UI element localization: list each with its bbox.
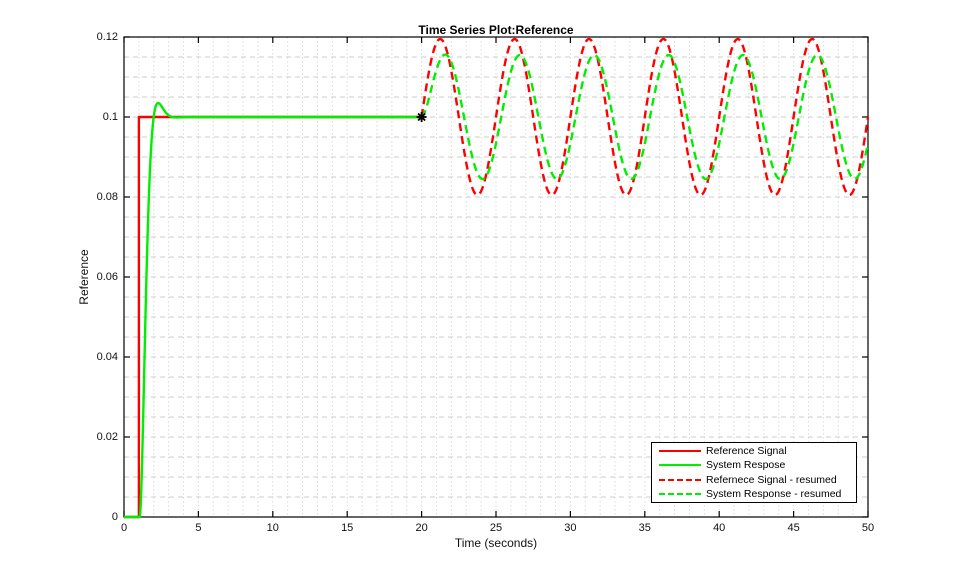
y-tick-label: 0.08 xyxy=(96,191,118,203)
legend-item: System Respose xyxy=(652,458,856,472)
y-tick-label: 0.06 xyxy=(96,271,118,283)
x-tick-label: 50 xyxy=(861,522,875,534)
x-tick-label: 35 xyxy=(638,522,651,534)
x-tick-label: 20 xyxy=(415,522,428,534)
x-tick-label: 25 xyxy=(489,522,503,534)
x-tick-label: 0 xyxy=(120,522,128,534)
legend-line-sample-solid-red xyxy=(659,450,701,453)
y-tick-label: 0 xyxy=(111,511,118,523)
series-curve-1 xyxy=(124,101,423,519)
x-tick-label: 5 xyxy=(195,522,202,534)
x-tick-label: 30 xyxy=(564,522,577,534)
legend-line-sample-dashed-green xyxy=(659,492,701,495)
legend-line-sample-solid-green xyxy=(659,464,701,467)
legend-item-label: Refernece Signal - resumed xyxy=(706,473,837,486)
x-axis-label: Time (seconds) xyxy=(454,536,538,550)
series-curve-2 xyxy=(420,37,870,197)
legend[interactable]: Reference Signal System Respose Refernec… xyxy=(651,442,857,503)
legend-item: Reference Signal xyxy=(652,444,856,458)
y-tick-label: 0.1 xyxy=(102,111,118,123)
y-tick-label: 0.02 xyxy=(96,431,118,443)
x-tick-label: 10 xyxy=(266,522,279,534)
legend-item-label: System Response - resumed xyxy=(706,487,842,500)
chart-title: Time Series Plot:Reference xyxy=(418,23,574,37)
series-curve-3 xyxy=(420,53,870,181)
y-tick-label: 0.12 xyxy=(96,31,118,43)
legend-line-sample-dashed-red xyxy=(659,478,701,481)
legend-item-label: Reference Signal xyxy=(706,445,787,458)
x-tick-label: 45 xyxy=(787,522,800,534)
resume-marker xyxy=(419,114,425,120)
x-tick-label: 15 xyxy=(341,522,354,534)
legend-item: System Response - resumed xyxy=(652,487,856,501)
legend-item: Refernece Signal - resumed xyxy=(652,473,856,487)
legend-item-label: System Respose xyxy=(706,459,786,472)
y-tick-label: 0.04 xyxy=(96,351,118,363)
x-tick-label: 40 xyxy=(713,522,726,534)
